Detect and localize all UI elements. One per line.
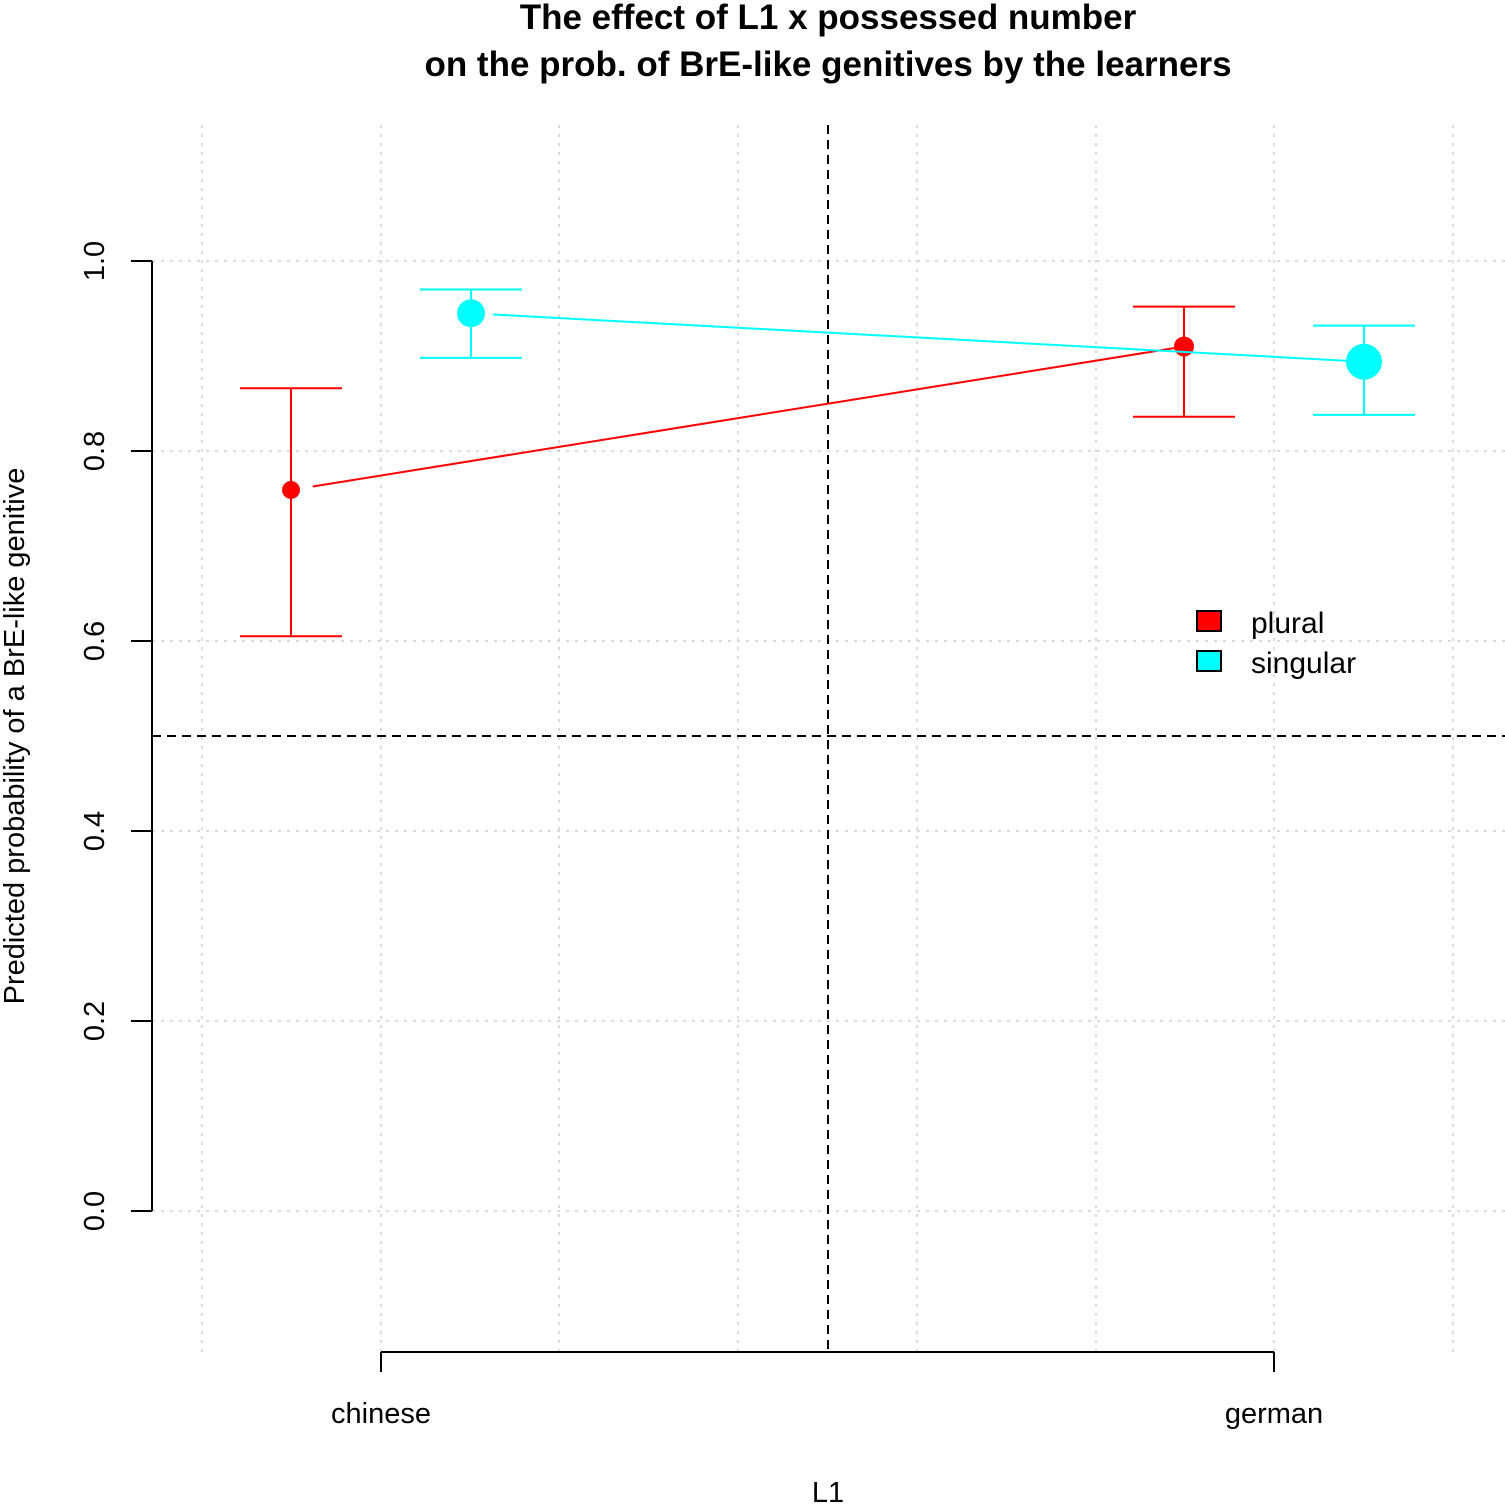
legend: plural singular [1196,607,1356,680]
y-axis-label: Predicted probability of a BrE-like geni… [0,468,31,1005]
legend-swatch-plural [1196,610,1222,632]
axes: 0.0 0.2 0.4 0.6 0.8 1.0 chinese german [79,241,1323,1430]
y-tick-label: 0.0 [79,1191,111,1231]
series-line [312,345,1185,488]
y-tick-label: 1.0 [79,241,111,281]
x-axis-label: L1 [812,1477,844,1504]
chart-title-line-2: on the prob. of BrE-like genitives by th… [424,45,1231,84]
y-tick-label: 0.2 [79,1001,111,1041]
data-point [457,299,485,328]
chart-title-line-1: The effect of L1 x possessed number [520,0,1137,37]
data-point [1174,336,1194,357]
x-tick-label: german [1225,1398,1323,1430]
legend-label-plural: plural [1251,607,1324,640]
y-tick-label: 0.8 [79,431,111,471]
y-tick-label: 0.6 [79,621,111,661]
data-point [1346,343,1382,380]
legend-swatch-singular [1196,650,1222,672]
reference-lines [152,125,1505,1352]
series-line [492,313,1365,363]
series-singular [420,288,1415,416]
x-tick-label: chinese [331,1398,431,1430]
y-tick-label: 0.4 [79,811,111,851]
data-point [282,480,300,499]
series [240,288,1415,638]
legend-label-singular: singular [1251,647,1356,680]
